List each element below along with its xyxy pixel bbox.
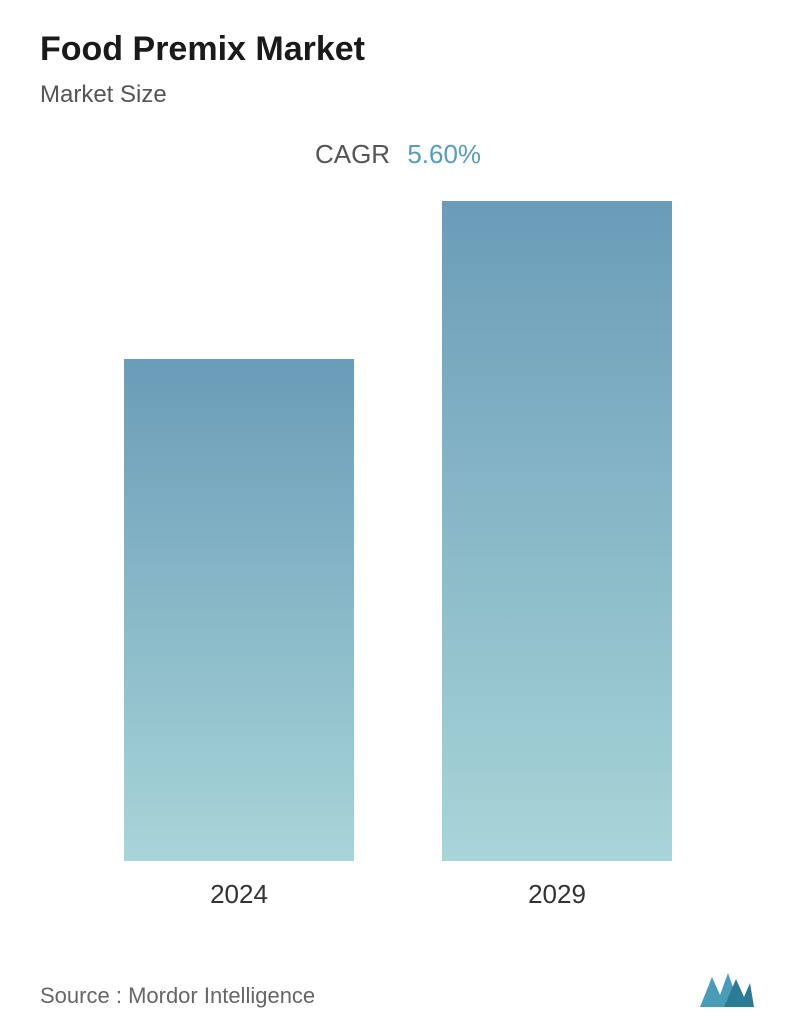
page-title: Food Premix Market — [40, 30, 756, 69]
cagr-value: 5.60% — [407, 139, 481, 169]
bar-0 — [124, 359, 354, 861]
bar-group-0: 2024 — [119, 359, 359, 910]
source-label: Source : — [40, 983, 122, 1008]
bar-group-1: 2029 — [437, 201, 677, 910]
bar-chart: 2024 2029 — [40, 230, 756, 910]
source-text: Source : Mordor Intelligence — [40, 983, 315, 1009]
footer: Source : Mordor Intelligence — [40, 969, 756, 1009]
mordor-logo-icon — [698, 969, 756, 1009]
cagr-row: CAGR 5.60% — [40, 139, 756, 170]
source-name: Mordor Intelligence — [128, 983, 315, 1008]
bar-1 — [442, 201, 672, 861]
bar-label-0: 2024 — [210, 879, 268, 910]
cagr-label: CAGR — [315, 139, 390, 169]
bar-label-1: 2029 — [528, 879, 586, 910]
page-subtitle: Market Size — [40, 81, 756, 109]
